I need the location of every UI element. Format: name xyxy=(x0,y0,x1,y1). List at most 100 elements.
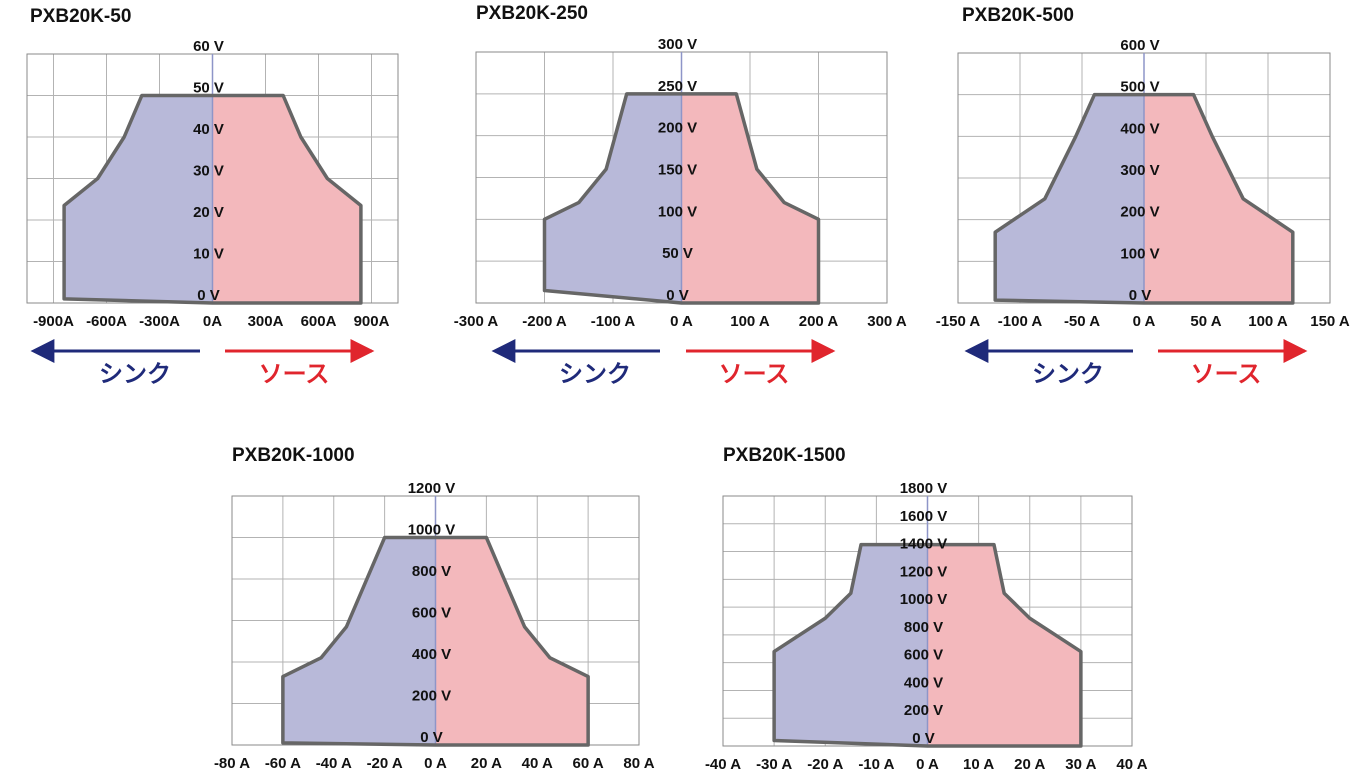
y-tick-label: 150 V xyxy=(658,162,697,179)
y-tick-label: 10 V xyxy=(193,246,224,263)
x-tick-label: 60 A xyxy=(573,755,604,772)
chart-pxb20k-250: PXB20K-250 0 V 50 V 100 V 150 V 200 V 250 V 300… xyxy=(454,3,907,330)
x-tick-label: -80 A xyxy=(214,755,250,772)
y-tick-label: 100 V xyxy=(1120,245,1159,262)
y-tick-label: 0 V xyxy=(197,287,220,304)
source-area xyxy=(1144,94,1293,303)
y-tick-label: 1000 V xyxy=(408,522,456,539)
y-tick-label: 600 V xyxy=(412,605,451,622)
chart-title: PXB20K-1000 xyxy=(232,445,355,466)
source-label: ソース xyxy=(719,361,790,388)
y-tick-label: 1200 V xyxy=(900,563,948,580)
y-tick-label: 400 V xyxy=(904,674,943,691)
x-tick-label: 0 A xyxy=(424,755,447,772)
direction-indicators-pxb20k-500: シンク ソース xyxy=(964,339,1308,388)
chart-title: PXB20K-250 xyxy=(476,3,588,24)
envelope-outline xyxy=(281,535,590,747)
x-tick-label: 300 A xyxy=(867,313,907,330)
y-tick-label: 1400 V xyxy=(900,536,948,553)
x-tick-label: 0 A xyxy=(916,756,939,773)
direction-indicators-pxb20k-50: シンク ソース xyxy=(30,339,375,388)
y-tick-label: 500 V xyxy=(1120,79,1159,96)
x-tick-label: 900A xyxy=(354,313,390,330)
y-tick-label: 30 V xyxy=(193,163,224,180)
y-tick-label: 200 V xyxy=(412,688,451,705)
x-tick-label: 0 A xyxy=(1133,313,1156,330)
x-tick-label: 0A xyxy=(203,313,222,330)
x-tick-label: 200 A xyxy=(799,313,839,330)
x-tick-label: 40 A xyxy=(1116,756,1147,773)
x-tick-label: 600A xyxy=(301,313,337,330)
chart-pxb20k-1000: PXB20K-1000 0 V 200 V 400 V 600 V 800 V 1000 V… xyxy=(214,445,655,772)
x-tick-label: -20 A xyxy=(807,756,843,773)
y-tick-label: 1600 V xyxy=(900,508,948,525)
sink-label: シンク xyxy=(559,361,631,388)
chart-title: PXB20K-1500 xyxy=(723,445,846,466)
x-tick-label: 20 A xyxy=(471,755,502,772)
y-tick-label: 400 V xyxy=(412,646,451,663)
y-tick-label: 100 V xyxy=(658,203,697,220)
x-tick-label: -100 A xyxy=(998,313,1043,330)
y-tick-label: 60 V xyxy=(193,38,224,55)
y-tick-label: 200 V xyxy=(904,702,943,719)
envelope-outline xyxy=(542,92,821,305)
y-tick-label: 0 V xyxy=(666,287,689,304)
x-tick-label: 100 A xyxy=(1248,313,1288,330)
source-area xyxy=(681,93,819,303)
y-tick-label: 40 V xyxy=(193,121,224,138)
x-tick-label: -200 A xyxy=(522,313,567,330)
x-tick-label: 300A xyxy=(248,313,284,330)
y-tick-label: 20 V xyxy=(193,204,224,221)
source-area xyxy=(435,537,589,745)
y-tick-label: 50 V xyxy=(193,80,224,97)
y-tick-label: 600 V xyxy=(904,647,943,664)
x-tick-label: 50 A xyxy=(1190,313,1221,330)
x-tick-label: -300 A xyxy=(454,313,499,330)
y-tick-label: 300 V xyxy=(658,36,697,53)
x-tick-label: -150 A xyxy=(936,313,981,330)
y-tick-label: 0 V xyxy=(1129,287,1152,304)
chart-pxb20k-500: PXB20K-500 0 V 100 V 200 V 300 V 400 V 500 V 60… xyxy=(936,5,1350,330)
y-tick-label: 0 V xyxy=(912,730,935,747)
sink-area xyxy=(544,93,682,303)
sink-label: シンク xyxy=(1032,361,1104,388)
x-tick-label: 80 A xyxy=(623,755,654,772)
x-tick-label: -300A xyxy=(139,313,180,330)
x-tick-label: -100 A xyxy=(591,313,636,330)
x-tick-label: -900A xyxy=(33,313,74,330)
x-tick-label: 10 A xyxy=(963,756,994,773)
sink-area xyxy=(64,95,213,303)
y-tick-label: 200 V xyxy=(658,120,697,137)
y-tick-label: 800 V xyxy=(412,563,451,580)
x-tick-label: -40 A xyxy=(705,756,741,773)
sink-area xyxy=(774,544,928,746)
y-tick-label: 300 V xyxy=(1120,162,1159,179)
x-tick-label: -20 A xyxy=(367,755,403,772)
chart-title: PXB20K-50 xyxy=(30,6,131,27)
chart-title: PXB20K-500 xyxy=(962,5,1074,26)
direction-indicators-pxb20k-250: シンク ソース xyxy=(491,339,836,388)
sink-area xyxy=(282,537,436,745)
source-label: ソース xyxy=(1191,361,1262,388)
x-tick-label: -30 A xyxy=(756,756,792,773)
x-tick-label: 20 A xyxy=(1014,756,1045,773)
y-tick-label: 50 V xyxy=(662,245,693,262)
y-tick-label: 1200 V xyxy=(408,480,456,497)
y-tick-label: 0 V xyxy=(420,729,443,746)
x-tick-label: -60 A xyxy=(265,755,301,772)
envelope-outline xyxy=(62,93,363,305)
x-tick-label: -40 A xyxy=(316,755,352,772)
envelope-outline xyxy=(993,92,1295,305)
y-tick-label: 600 V xyxy=(1120,37,1159,54)
x-tick-label: -10 A xyxy=(858,756,894,773)
y-tick-label: 250 V xyxy=(658,78,697,95)
source-area xyxy=(927,544,1081,746)
y-tick-label: 400 V xyxy=(1120,120,1159,137)
chart-pxb20k-50: PXB20K-50 0 V 10 V 20 V 30 V 40 V 50 V 60 V -900… xyxy=(26,6,399,330)
source-label: ソース xyxy=(259,361,330,388)
x-tick-label: -50 A xyxy=(1064,313,1100,330)
y-tick-label: 1800 V xyxy=(900,480,948,497)
x-tick-label: 150 A xyxy=(1310,313,1350,330)
x-tick-label: -600A xyxy=(86,313,127,330)
